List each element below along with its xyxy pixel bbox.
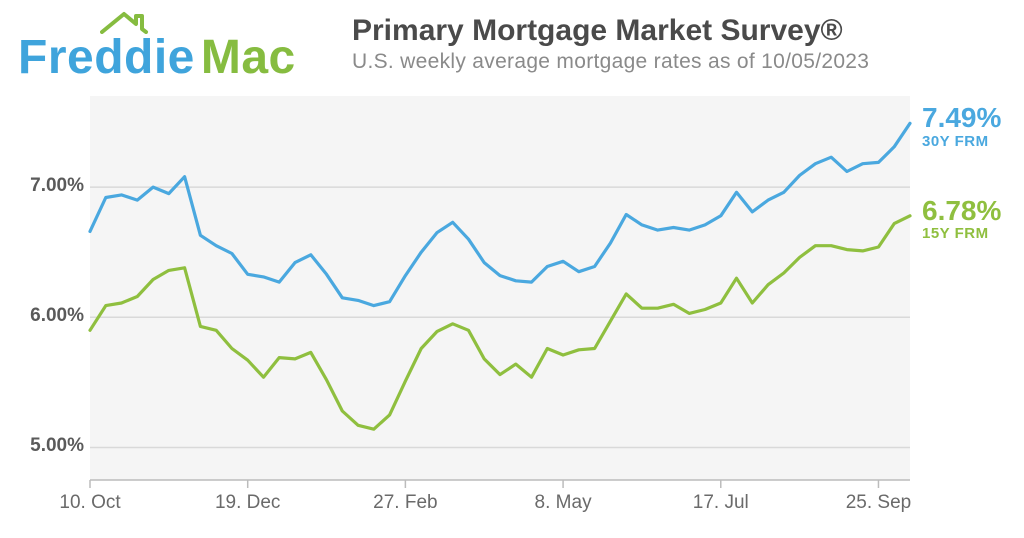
mortgage-rate-chart: 5.00% 6.00% 7.00% 10. Oct 19. Dec 27. Feb 8. M… [0,96,1024,538]
x-axis-tick-label: 19. Dec [215,492,280,514]
series-end-value: 6.78% [922,196,1001,225]
series-end-label-30y: 7.49%30Y FRM [922,103,1001,149]
chart-title: Primary Mortgage Market Survey® [352,14,869,48]
y-axis-tick-label: 6.00% [0,305,84,327]
series-end-value: 7.49% [922,103,1001,132]
series-end-name: 30Y FRM [922,133,1001,150]
freddie-mac-logo: Freddie Mac [18,12,338,82]
x-axis-tick-label: 27. Feb [373,492,437,514]
y-axis-tick-label: 7.00% [0,175,84,197]
series-end-label-15y: 6.78%15Y FRM [922,196,1001,242]
x-axis-tick-label: 25. Sep [846,492,912,514]
x-axis-tick-label: 10. Oct [59,492,120,514]
y-axis-tick-label: 5.00% [0,435,84,457]
chart-subtitle: U.S. weekly average mortgage rates as of… [352,50,869,74]
x-axis-tick-label: 17. Jul [693,492,749,514]
series-end-name: 15Y FRM [922,225,1001,242]
roof-icon [100,10,156,34]
logo-freddie-text: Freddie [18,34,195,82]
logo-mac-text: Mac [201,34,296,82]
header-titles: Primary Mortgage Market Survey® U.S. wee… [352,14,869,74]
chart-svg [0,96,1024,538]
x-axis-tick-label: 8. May [535,492,592,514]
